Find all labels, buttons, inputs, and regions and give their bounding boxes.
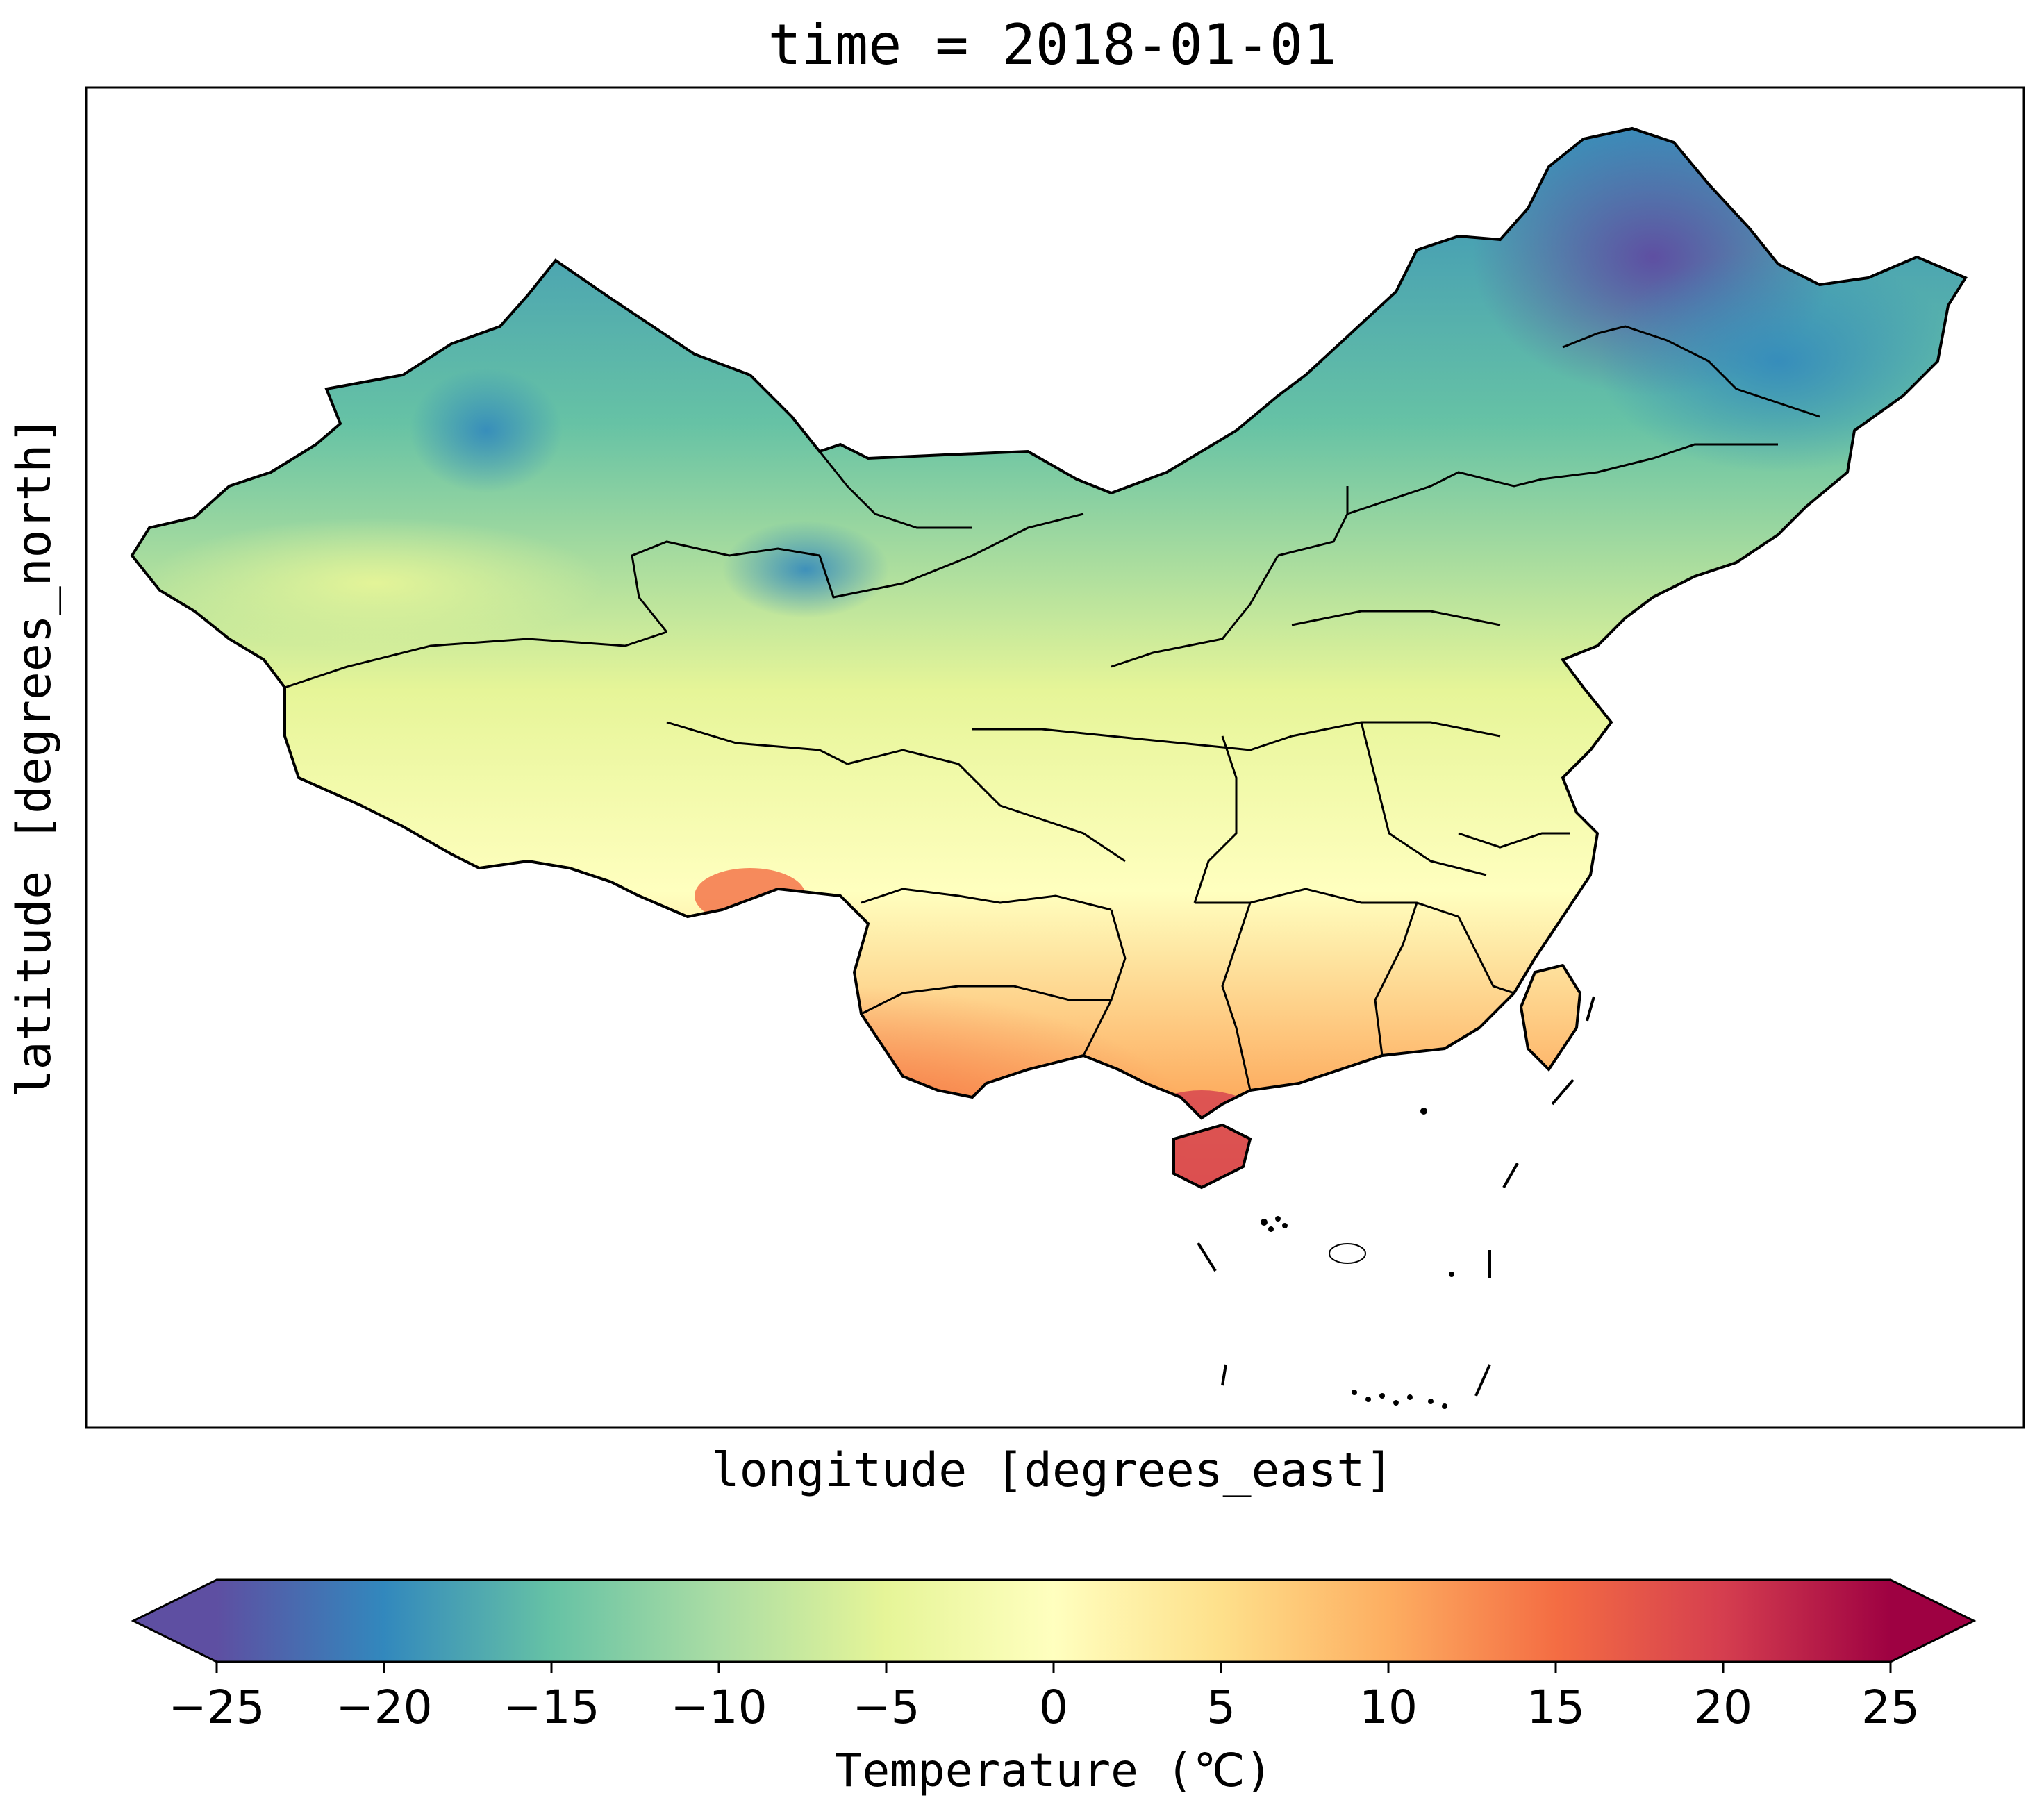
colorbar-tick-label: 10 bbox=[1359, 1681, 1418, 1734]
colorbar-tick-label: 5 bbox=[1206, 1681, 1236, 1734]
colorbar-body bbox=[217, 1580, 1891, 1662]
colorbar: −25 −20 −15 −10 −5 0 5 10 15 20 25 Temperature (℃) bbox=[131, 1578, 1977, 1797]
x-axis-label: longitude [degrees_east] bbox=[711, 1443, 1394, 1498]
colorbar-tick-label: −10 bbox=[670, 1681, 767, 1734]
colorbar-tick-label: −15 bbox=[503, 1681, 599, 1734]
colorbar-label: Temperature (℃) bbox=[835, 1744, 1272, 1797]
colorbar-tick-label: 0 bbox=[1039, 1681, 1068, 1734]
province-boundaries bbox=[284, 325, 1820, 1091]
colorbar-tick-label: 20 bbox=[1694, 1681, 1752, 1734]
nine-dash-line bbox=[1197, 996, 1595, 1397]
colorbar-tick-label: −5 bbox=[852, 1681, 920, 1734]
y-axis-label: latitude [degrees_north] bbox=[7, 416, 62, 1099]
sea-islands bbox=[1261, 1108, 1454, 1409]
china-boundary bbox=[130, 126, 1968, 1190]
colorbar-tick-label: 25 bbox=[1861, 1681, 1920, 1734]
colorbar-ticks: −25 −20 −15 −10 −5 0 5 10 15 20 25 bbox=[168, 1662, 1920, 1734]
colorbar-extend-low bbox=[133, 1580, 217, 1662]
figure-title: time = 2018-01-01 bbox=[768, 13, 1337, 77]
colorbar-tick-label: −25 bbox=[168, 1681, 265, 1734]
colorbar-extend-high bbox=[1891, 1580, 1974, 1662]
colorbar-tick-label: −20 bbox=[335, 1681, 432, 1734]
colorbar-tick-label: 15 bbox=[1527, 1681, 1585, 1734]
